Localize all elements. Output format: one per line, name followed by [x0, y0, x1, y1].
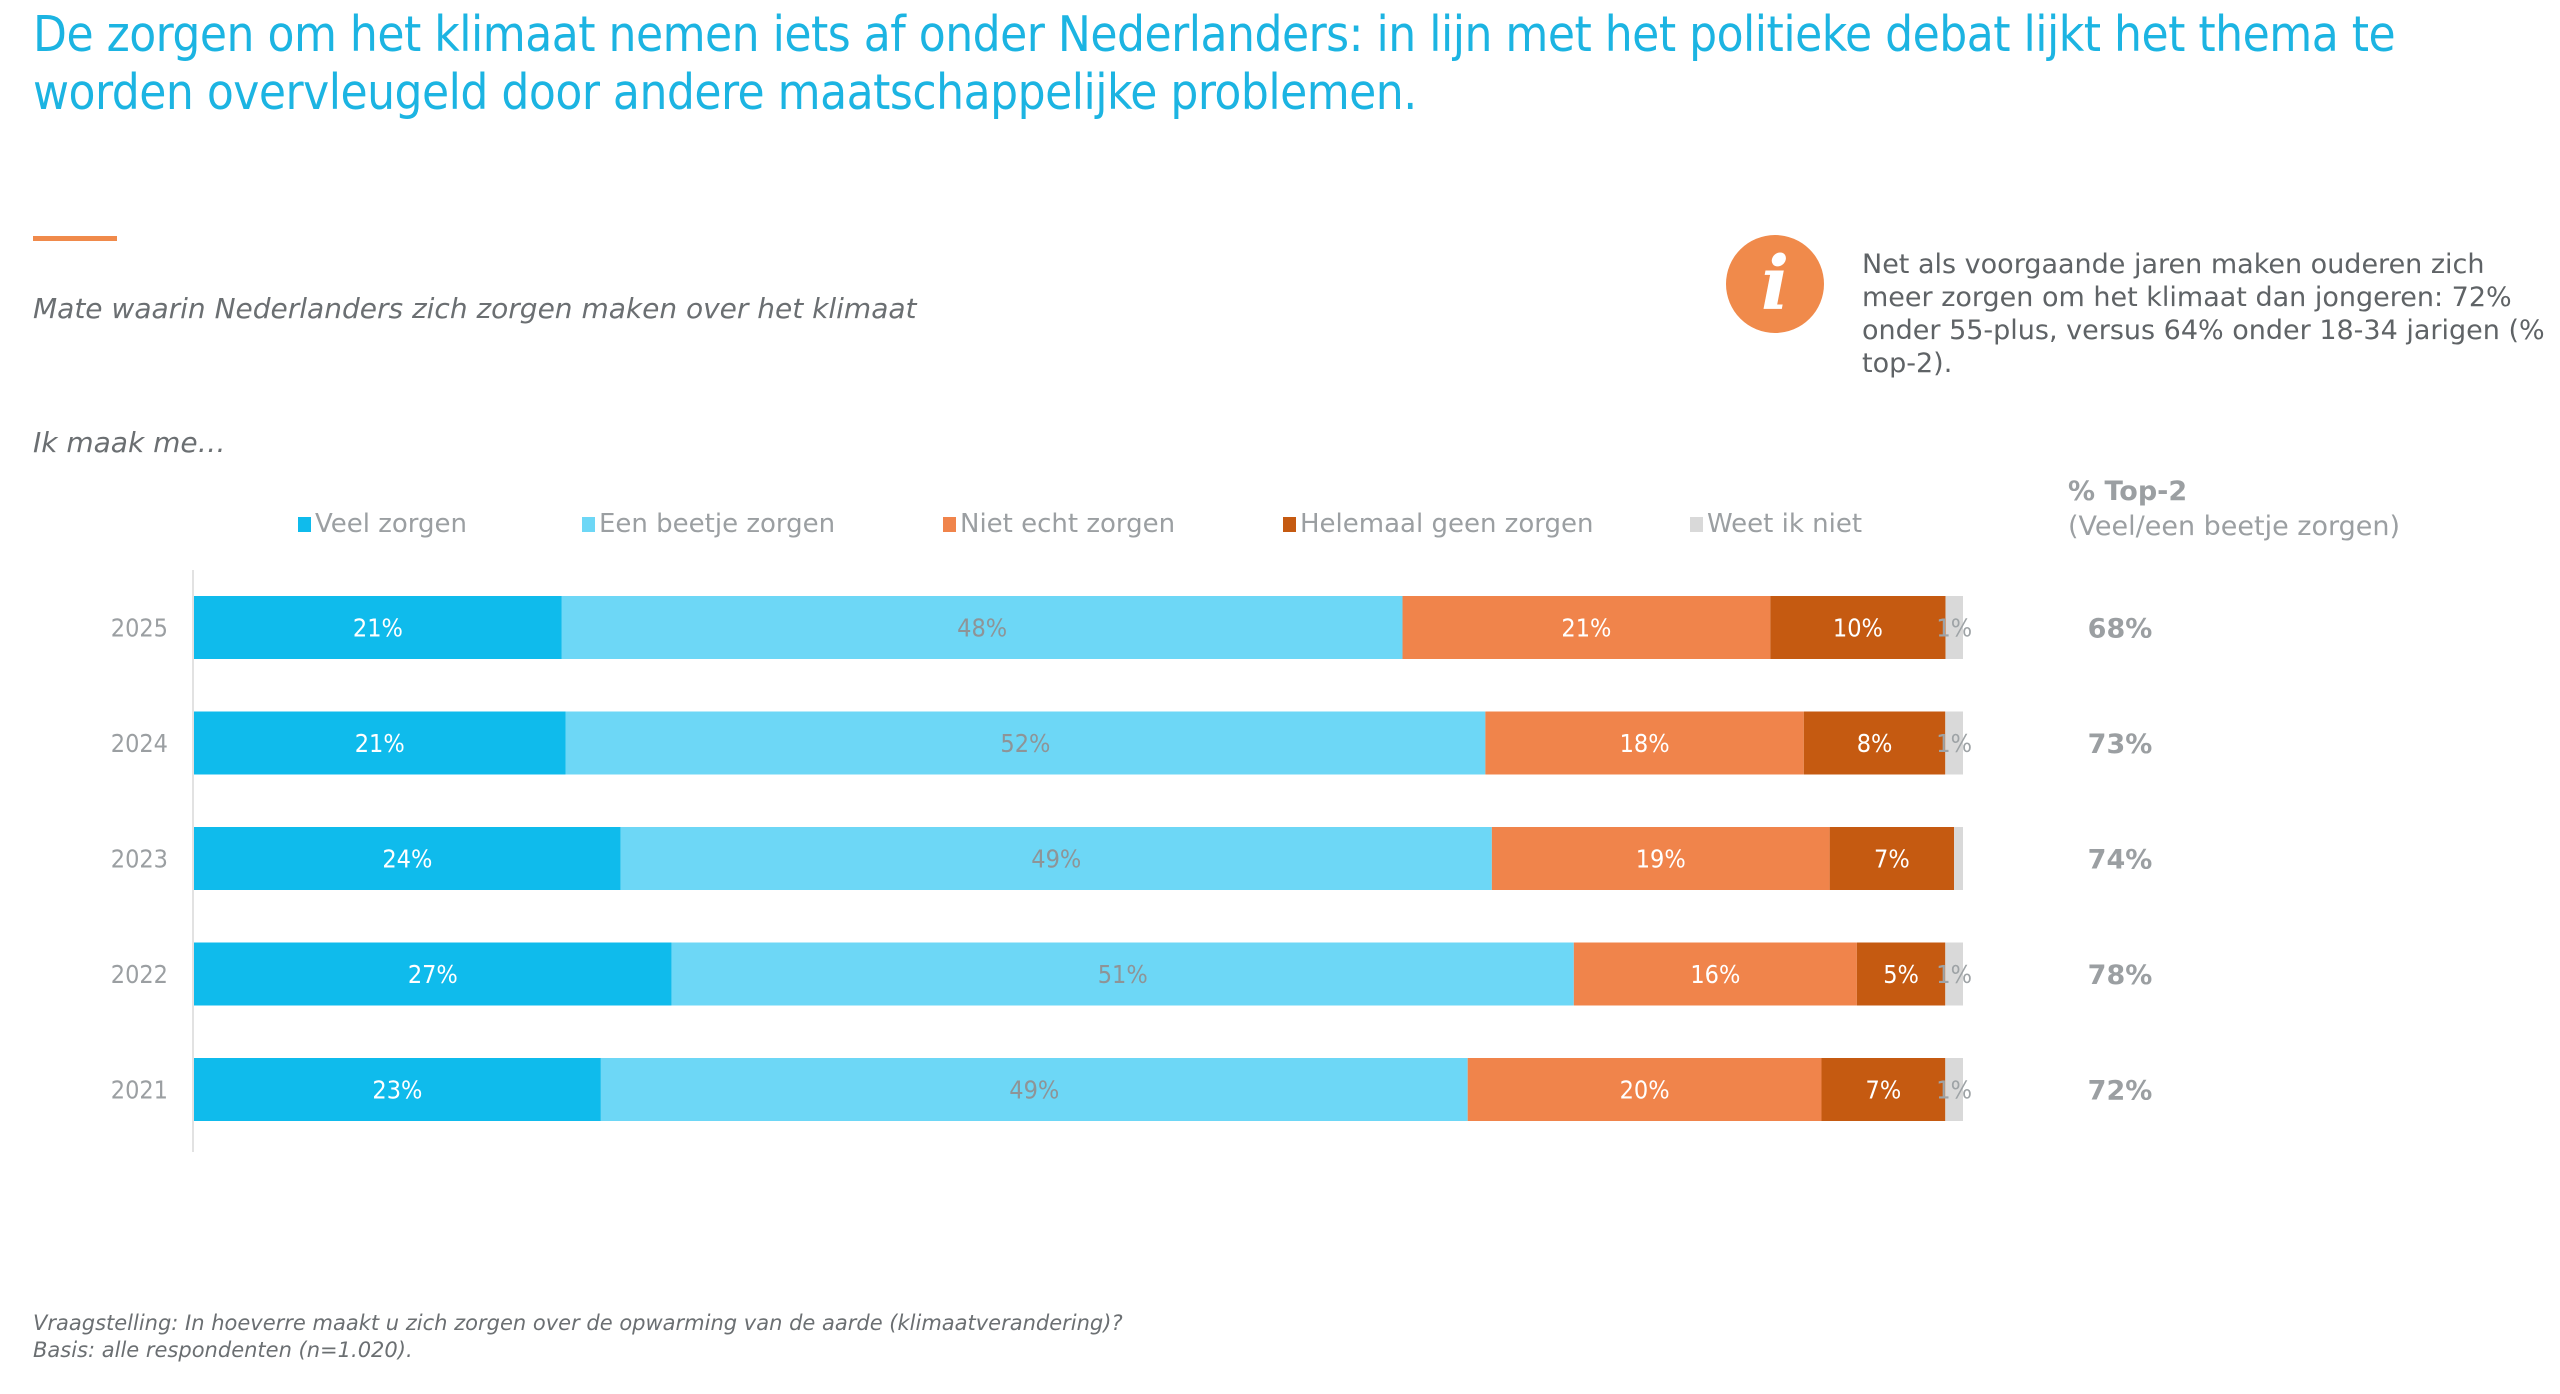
top2-header: % Top-2 (Veel/een beetje zorgen) — [2068, 474, 2400, 544]
data-label: 1% — [1936, 960, 1972, 989]
top2-subtitle: (Veel/een beetje zorgen) — [2068, 511, 2401, 542]
legend-item: Weet ik niet — [1690, 509, 1862, 539]
bar-segment — [1821, 1058, 1946, 1121]
data-label: 49% — [1031, 845, 1081, 874]
bar-segment — [194, 1058, 601, 1121]
info-callout-text: Net als voorgaande jaren maken ouderen z… — [1862, 249, 2545, 379]
info-icon: i — [1726, 235, 1824, 333]
data-label: 49% — [1009, 1076, 1059, 1105]
data-label: 5% — [1883, 960, 1919, 989]
bar-segment — [565, 711, 1486, 775]
bar-segment — [1491, 827, 1830, 890]
top2-value: 74% — [2088, 845, 2153, 876]
bar-segment — [194, 596, 562, 659]
category-label: 2021 — [111, 1076, 168, 1105]
data-label: 7% — [1866, 1076, 1902, 1105]
legend-item: Een beetje zorgen — [582, 509, 835, 539]
bar-segment — [1945, 711, 1963, 775]
accent-divider — [33, 236, 117, 241]
category-label: 2023 — [111, 845, 168, 874]
chart-legend: Veel zorgen Een beetje zorgen Niet echt … — [298, 509, 1898, 545]
top2-value: 68% — [2088, 614, 2153, 645]
data-label: 48% — [957, 614, 1007, 643]
bar-segment — [194, 942, 672, 1006]
bar-segment — [1856, 942, 1946, 1006]
data-label: 1% — [1936, 1076, 1972, 1105]
footnote-base: Basis: alle respondenten (n=1.020). — [33, 1338, 413, 1362]
bar-segment — [1770, 596, 1946, 659]
legend-item: Niet echt zorgen — [943, 509, 1175, 539]
legend-item: Veel zorgen — [298, 509, 467, 539]
bar-segment — [671, 942, 1574, 1006]
bar-segment — [1402, 596, 1771, 659]
data-label: 21% — [1561, 614, 1611, 643]
data-label: 51% — [1098, 960, 1148, 989]
bar-segment — [1573, 942, 1857, 1006]
bar-segment — [1485, 711, 1804, 775]
legend-swatch — [943, 516, 956, 532]
footnote: Vraagstelling: In hoeverre maakt u zich … — [33, 1310, 1123, 1364]
stacked-bar-chart: 2025 21% 48% 21% 10% 1% 68% 2024 21% 52% 18% 8% 1% 73… — [111, 570, 2153, 1152]
data-label: 10% — [1833, 614, 1883, 643]
bar-segment — [620, 827, 1492, 890]
data-label: 24% — [382, 845, 432, 874]
bar-segment — [1467, 1058, 1822, 1121]
bar-segment — [1945, 1058, 1963, 1121]
legend-label: Helemaal geen zorgen — [1300, 509, 1594, 539]
top2-value: 78% — [2088, 960, 2153, 991]
legend-label: Niet echt zorgen — [960, 509, 1176, 539]
legend-item: Helemaal geen zorgen — [1283, 509, 1593, 539]
legend-swatch — [298, 516, 311, 532]
bar-segment — [194, 827, 621, 890]
question-lead: Ik maak me… — [33, 426, 226, 459]
data-label: 1% — [1936, 729, 1972, 758]
page-title: De zorgen om het klimaat nemen iets af o… — [33, 6, 2396, 121]
top2-value: 72% — [2088, 1076, 2153, 1107]
top2-value: 73% — [2088, 729, 2153, 760]
data-label: 21% — [353, 614, 403, 643]
legend-swatch — [1283, 516, 1296, 532]
category-label: 2025 — [111, 614, 168, 643]
legend-swatch — [1690, 516, 1703, 532]
bar-segment — [1945, 596, 1963, 659]
data-label: 52% — [1000, 729, 1050, 758]
bar-segment — [1829, 827, 1955, 890]
data-label: 7% — [1874, 845, 1910, 874]
footnote-question: Vraagstelling: In hoeverre maakt u zich … — [33, 1311, 1123, 1335]
data-label: 27% — [408, 960, 458, 989]
bar-segment — [1803, 711, 1946, 775]
legend-label: Veel zorgen — [315, 509, 468, 539]
data-label: 1% — [1936, 614, 1972, 643]
data-label: 18% — [1620, 729, 1670, 758]
data-label: 23% — [372, 1076, 422, 1105]
bar-segment — [600, 1058, 1468, 1121]
category-label: 2022 — [111, 960, 168, 989]
data-label: 19% — [1636, 845, 1686, 874]
bar-segment — [194, 711, 566, 775]
top2-title: % Top-2 — [2068, 476, 2188, 507]
bar-segment — [1954, 827, 1963, 890]
bar-segment — [561, 596, 1403, 659]
data-label: 21% — [355, 729, 405, 758]
legend-label: Weet ik niet — [1707, 509, 1863, 539]
data-label: 8% — [1857, 729, 1893, 758]
legend-label: Een beetje zorgen — [599, 509, 836, 539]
data-label: 16% — [1690, 960, 1740, 989]
bar-segment — [1945, 942, 1963, 1006]
data-label: 20% — [1620, 1076, 1670, 1105]
chart-subtitle: Mate waarin Nederlanders zich zorgen mak… — [33, 292, 917, 325]
legend-swatch — [582, 516, 595, 532]
category-label: 2024 — [111, 729, 168, 758]
